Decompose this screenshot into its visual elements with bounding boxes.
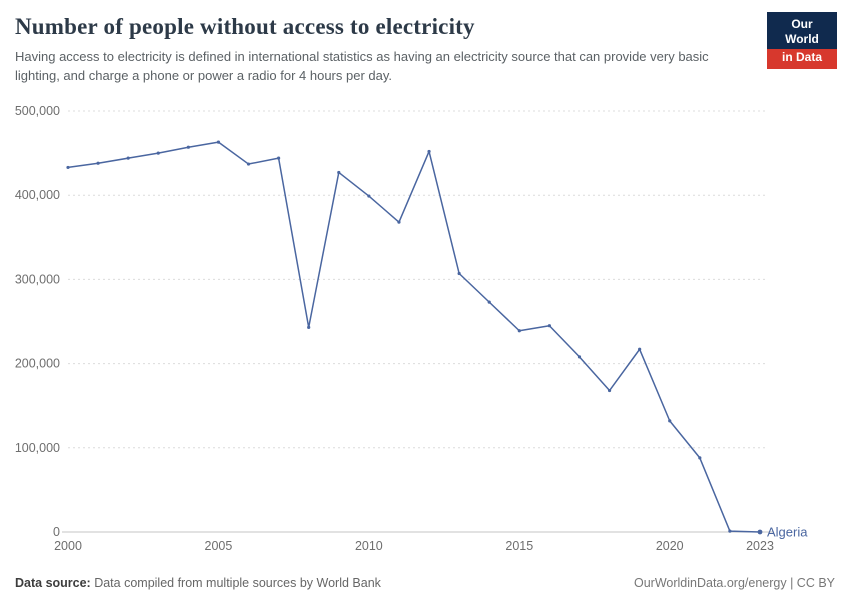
data-point-marker[interactable]: [277, 156, 281, 160]
owid-logo[interactable]: Our World in Data: [767, 12, 837, 69]
data-point-marker[interactable]: [156, 151, 160, 155]
x-axis-tick-label: 2015: [505, 539, 533, 553]
series-line[interactable]: [67, 141, 761, 533]
series-label[interactable]: Algeria: [767, 525, 808, 540]
data-source-note: Data source: Data compiled from multiple…: [15, 576, 381, 590]
series-end-marker[interactable]: [757, 529, 763, 535]
footer-link[interactable]: OurWorldinData.org/energy | CC BY: [633, 576, 835, 590]
chart-footer: Data source: Data compiled from multiple…: [15, 576, 835, 590]
data-point-marker[interactable]: [397, 220, 401, 224]
y-axis-tick-label: 200,000: [15, 357, 60, 371]
line-chart: 0 100,000 200,000 300,000 400,000 500,000 2000…: [15, 104, 808, 553]
data-point-marker[interactable]: [728, 529, 732, 533]
y-axis-tick-label: 400,000: [15, 188, 60, 202]
y-axis-tick-label: 300,000: [15, 272, 60, 286]
chart-header: Number of people without access to elect…: [15, 14, 750, 86]
chart-title: Number of people without access to elect…: [15, 14, 475, 39]
data-point-marker[interactable]: [367, 194, 371, 198]
x-axis-tick-label: 2010: [355, 539, 383, 553]
x-axis-tick-label: 2020: [656, 539, 684, 553]
data-point-marker[interactable]: [307, 325, 311, 329]
data-point-marker[interactable]: [96, 161, 100, 165]
data-point-marker[interactable]: [216, 140, 221, 144]
data-point-marker[interactable]: [547, 324, 551, 328]
y-axis-tick-label: 0: [53, 525, 60, 539]
data-point-marker[interactable]: [487, 300, 491, 304]
y-axis-tick-label: 500,000: [15, 104, 60, 118]
y-axis-tick-label: 100,000: [15, 441, 60, 455]
data-point-marker[interactable]: [607, 388, 612, 393]
data-point-marker[interactable]: [577, 355, 582, 359]
x-axis-tick-label: 2000: [54, 539, 82, 553]
chart-subtitle: Having access to electricity is defined …: [15, 49, 709, 83]
data-point-marker[interactable]: [337, 170, 341, 175]
data-source-text: Data compiled from multiple sources by W…: [90, 576, 381, 590]
owid-logo-line2: in Data: [767, 49, 837, 69]
data-source-label: Data source:: [15, 576, 91, 590]
data-point-marker[interactable]: [698, 456, 702, 460]
data-point-marker[interactable]: [126, 156, 130, 160]
data-point-marker[interactable]: [457, 271, 461, 276]
x-axis-tick-label: 2023: [746, 539, 774, 553]
data-point-marker[interactable]: [638, 347, 642, 351]
data-point-marker[interactable]: [427, 149, 431, 154]
data-point-marker[interactable]: [246, 162, 251, 166]
owid-logo-line1: Our World: [785, 17, 819, 46]
x-axis-tick-label: 2005: [205, 539, 233, 553]
data-point-marker[interactable]: [186, 145, 190, 149]
data-point-marker[interactable]: [66, 165, 70, 170]
data-point-marker[interactable]: [517, 329, 521, 333]
data-point-marker[interactable]: [668, 419, 672, 423]
